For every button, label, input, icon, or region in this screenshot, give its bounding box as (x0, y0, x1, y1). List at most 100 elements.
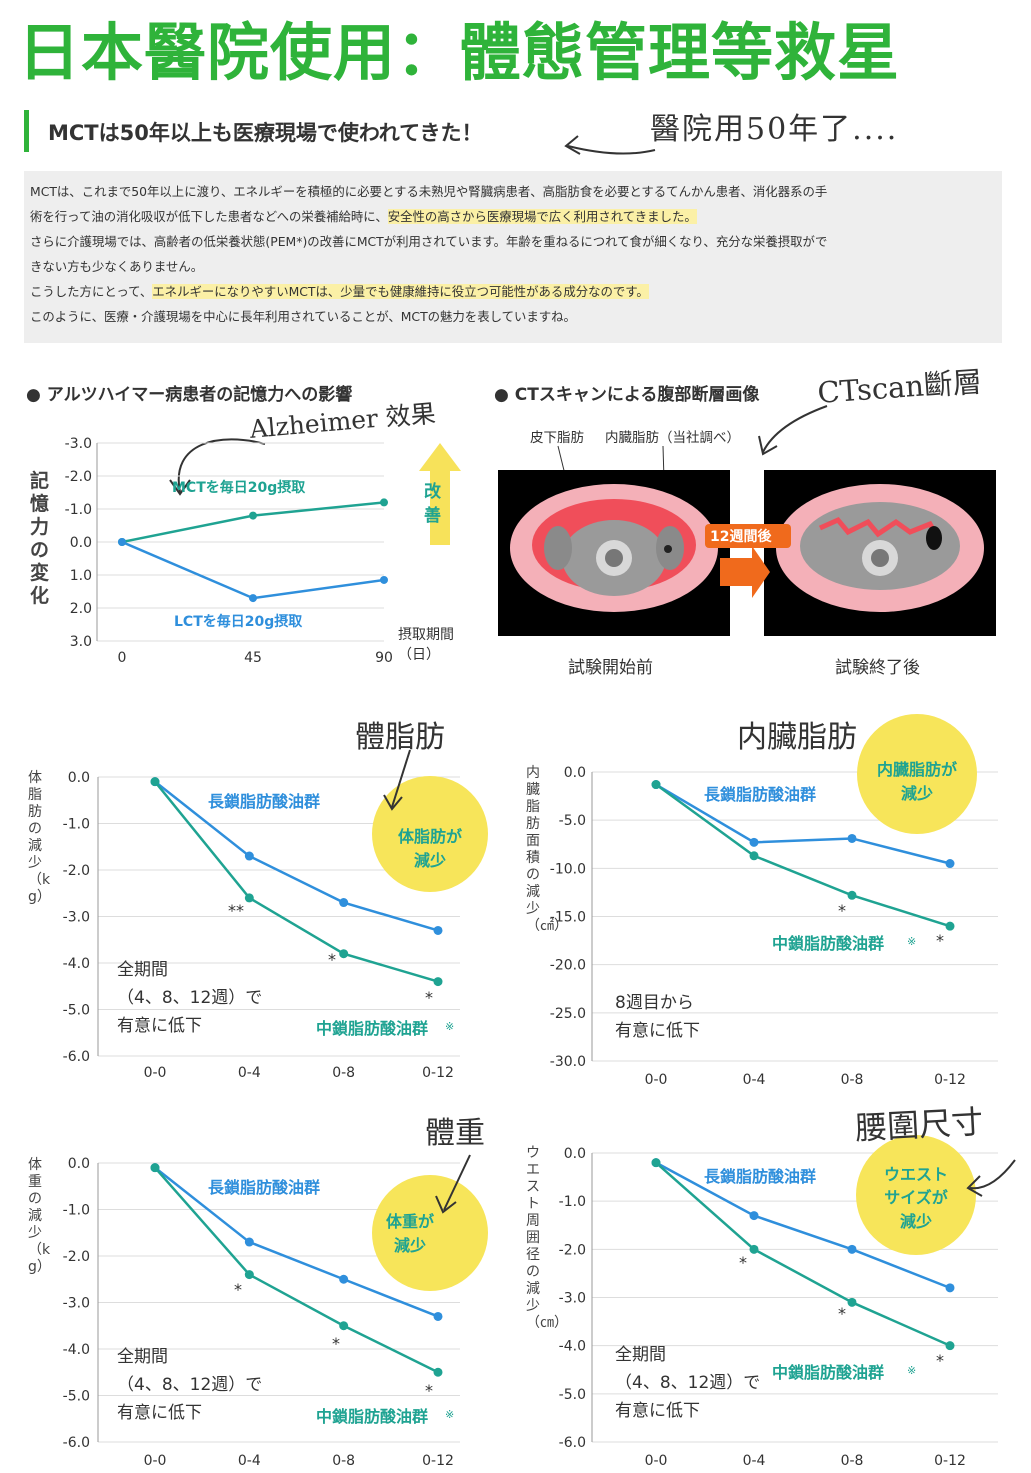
alz-lct-label: LCTを毎日20g摂取 (174, 613, 303, 630)
waist-bubble-text-1: ウエスト (884, 1165, 948, 1184)
bodyfat-lct-data-point (339, 898, 349, 908)
alz-xlabel-1: 摂取期間 (398, 627, 454, 643)
waist-lct-data-point (945, 1283, 955, 1293)
ct-label-visceral: 内臓脂肪（当社調べ） (605, 430, 740, 446)
info-highlight-1: 安全性の高さから医療現場で広く利用されてきました。 (387, 209, 697, 224)
waist-xtick-label: 0-12 (934, 1453, 966, 1469)
waist-ytick-label: -2.0 (559, 1242, 586, 1258)
info-line-3b: きない方も少なくありません。 (30, 259, 204, 274)
bodyfat-bubble-text-2: 減少 (414, 851, 446, 870)
info-box: MCTは、これまで50年以上に渡り、エネルギーを積極的に必要とする未熟児や腎臓病… (24, 171, 1002, 343)
info-line-5: このように、医療・介護現場を中心に長年利用されていることが、MCTの魅力を表して… (30, 309, 576, 324)
alz-xtick-label: 45 (244, 650, 262, 666)
bodyfat-ytick-label: -5.0 (63, 1003, 90, 1019)
visceral-desc-1: 8週目から (615, 993, 694, 1013)
handwritten-arrow-waist-icon (966, 1159, 1016, 1197)
bodyfat-ytick-label: -6.0 (63, 1049, 90, 1065)
weight-ytick-label: 0.0 (68, 1156, 90, 1172)
bodyfat-mct-data-point (244, 893, 254, 903)
visceral-mct-label: 中鎖脂肪酸油群 (772, 934, 884, 953)
visceral-lct-data-point (945, 859, 955, 869)
alz-ytick-label: 1.0 (70, 568, 92, 584)
handwritten-arrow-ct-icon (758, 405, 828, 456)
bodyfat-desc-2: （4、8、12週）で (117, 988, 262, 1008)
visceral-mct-data-point (651, 780, 661, 790)
waist-xtick-label: 0-0 (645, 1453, 668, 1469)
visceral-sig-12: * (936, 931, 944, 950)
visceral-chart: 0.0 -5.0 -10.0 -15.0 -20.0 -25.0 -30.0 0-0 0-4 0-… (550, 714, 998, 1088)
weight-ytick-label: -4.0 (63, 1342, 90, 1358)
handwritten-arrow-icon (564, 135, 656, 155)
ct-arrow-label: 12週間後 (710, 528, 772, 545)
handwritten-note-weight: 體重 (425, 1116, 485, 1151)
visceral-mct-mark: ※ (907, 935, 916, 948)
weight-mct-label: 中鎖脂肪酸油群 (316, 1407, 428, 1426)
weight-xtick-label: 0-4 (238, 1453, 261, 1469)
weight-mct-data-point (150, 1163, 160, 1173)
waist-lct-label: 長鎖脂肪酸油群 (704, 1167, 816, 1186)
bodyfat-xtick-label: 0-0 (144, 1065, 167, 1081)
visceral-lct-data-point (749, 837, 759, 847)
waist-ytick-label: -6.0 (559, 1435, 586, 1451)
weight-xtick-label: 0-0 (144, 1453, 167, 1469)
visceral-ytick-label: 0.0 (564, 765, 586, 781)
bodyfat-bubble-text-1: 体脂肪が (398, 827, 462, 846)
bodyfat-bubble (372, 776, 488, 892)
improve-arrow-icon (419, 443, 461, 545)
waist-sig-12: * (936, 1351, 944, 1370)
info-line-1: MCTは、これまで50年以上に渡り、エネルギーを積極的に必要とする未熟児や腎臓病… (30, 184, 828, 199)
info-line-2: 術を行って油の消化吸収が低下した患者などへの栄養補給時に、安全性の高さから医療現… (30, 208, 697, 226)
bodyfat-mct-data-point (339, 949, 349, 959)
waist-ytick-label: -4.0 (559, 1339, 586, 1355)
bodyfat-ytick-label: -4.0 (63, 956, 90, 972)
alz-ytick-label: 3.0 (70, 634, 92, 650)
waist-desc-2: （4、8、12週）で (615, 1373, 760, 1393)
handwritten-arrow-bodyfat-icon (383, 749, 411, 811)
visceral-mct-line (655, 783, 951, 928)
waist-xtick-label: 0-4 (743, 1453, 766, 1469)
ct-scan-images: 12週間後 (498, 445, 996, 636)
bodyfat-xtick-label: 0-8 (332, 1065, 355, 1081)
alz-heading: ● アルツハイマー病患者の記憶力への影響 (26, 385, 353, 405)
bodyfat-mct-data-point (150, 777, 160, 787)
handwritten-note-bodyfat: 體脂肪 (355, 720, 445, 755)
waist-mct-line (655, 1161, 951, 1347)
weight-desc-2: （4、8、12週）で (117, 1375, 262, 1395)
bodyfat-ytick-label: -3.0 (63, 910, 90, 926)
info-line-4a: こうした方にとって、 (30, 284, 153, 299)
visceral-ytick-label: -5.0 (559, 813, 586, 829)
weight-ytick-label: -5.0 (63, 1389, 90, 1405)
visceral-mct-data-point (847, 890, 857, 900)
ct-label-subcutaneous: 皮下脂肪 (530, 430, 584, 446)
visceral-lct-data-point (847, 833, 857, 843)
waist-ylabel: ウエスト周囲径の減少（㎝） (526, 1145, 568, 1331)
alz-ytick-label: 0.0 (70, 535, 92, 551)
weight-mct-line (154, 1166, 439, 1374)
ct-before-label: 試験開始前 (568, 658, 653, 678)
waist-bubble-text-2: サイズが (884, 1188, 948, 1207)
weight-lct-data-point (244, 1237, 254, 1247)
info-highlight-2: エネルギーになりやすいMCTは、少量でも健康維持に役立つ可能性がある成分なのです… (152, 284, 649, 299)
page-title: 日本醫院使用：體態管理等救星 (18, 16, 901, 89)
weight-ytick-label: -3.0 (63, 1296, 90, 1312)
waist-chart: 0.0 -1.0 -2.0 -3.0 -4.0 -5.0 -6.0 0-0 0-4 0-8 0-12… (559, 1135, 998, 1469)
bodyfat-ytick-label: 0.0 (68, 770, 90, 786)
weight-ylabel: 体重の減少（kg） (28, 1157, 51, 1275)
ct-after-label: 試験終了後 (835, 658, 920, 678)
improve-label-1: 改 (424, 481, 442, 502)
waist-mct-mark: ※ (907, 1364, 916, 1377)
bodyfat-lct-line (154, 780, 439, 932)
waist-mct-data-point (651, 1158, 661, 1168)
visceral-mct-data-point (749, 851, 759, 861)
weight-lct-label: 長鎖脂肪酸油群 (208, 1178, 320, 1197)
visceral-ytick-label: -25.0 (550, 1006, 586, 1022)
subtitle-accent-bar (24, 110, 29, 152)
alz-ytick-label: -3.0 (65, 436, 92, 452)
bodyfat-mct-mark: ※ (445, 1020, 454, 1033)
weight-mct-data-point (339, 1321, 349, 1331)
visceral-ylabel: 内臓脂肪面積の減少（㎠） (526, 765, 568, 934)
visceral-sig-8: * (838, 901, 846, 920)
waist-ytick-label: -3.0 (559, 1291, 586, 1307)
alz-mct-label: MCTを毎日20g摂取 (172, 479, 306, 496)
visceral-ytick-label: -30.0 (550, 1054, 586, 1070)
